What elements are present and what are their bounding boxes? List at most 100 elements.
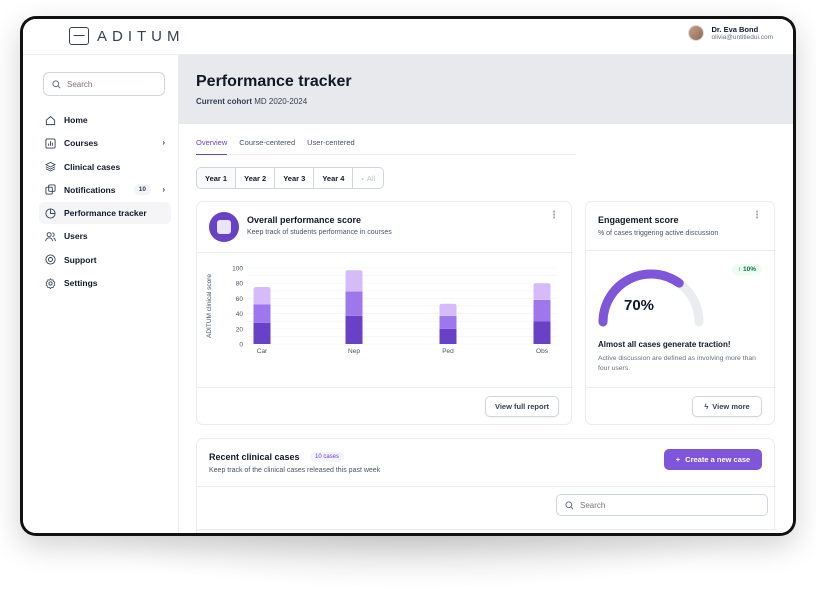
more-vertical-icon[interactable]: ⋮ bbox=[752, 210, 762, 221]
sidebar: Home Courses › Clinical cases Notifications 1… bbox=[23, 55, 179, 533]
page-header: Performance tracker Current cohort MD 20… bbox=[179, 55, 793, 124]
cases-table-header: CasesCase ratingCase completion rateAuth… bbox=[197, 529, 776, 533]
bar-segment bbox=[439, 303, 457, 316]
sidebar-item-label: Courses bbox=[64, 138, 99, 149]
users-icon bbox=[45, 231, 56, 242]
bar-segment bbox=[253, 304, 271, 323]
y-axis-label: ADITUM clinical score bbox=[206, 274, 213, 338]
search-input[interactable] bbox=[67, 79, 157, 89]
create-new-case-button[interactable]: + Create a new case bbox=[664, 449, 762, 470]
sidebar-item-label: Performance tracker bbox=[64, 208, 147, 219]
tab-overview[interactable]: Overview bbox=[196, 135, 228, 155]
sidebar-item-support[interactable]: Support bbox=[39, 249, 171, 271]
cases-count-badge: 10 cases bbox=[310, 452, 345, 462]
sidebar-item-home[interactable]: Home bbox=[39, 109, 171, 131]
engagement-title: Engagement score bbox=[598, 215, 679, 225]
user-email: olivia@untitledui.com bbox=[711, 34, 773, 41]
user-info: Dr. Eva Bond olivia@untitledui.com bbox=[711, 25, 773, 41]
y-tick-label: 0 bbox=[239, 342, 243, 349]
sidebar-item-label: Home bbox=[64, 115, 88, 125]
page-title: Performance tracker bbox=[196, 73, 352, 90]
chevron-right-icon: › bbox=[162, 184, 165, 194]
support-icon bbox=[45, 254, 56, 265]
view-tabs: Overview Course-centered User-centered bbox=[196, 135, 576, 155]
engagement-value: 70% bbox=[624, 297, 655, 314]
recent-cases-title: Recent clinical cases bbox=[209, 452, 300, 462]
sidebar-item-label: Support bbox=[64, 254, 97, 265]
y-tick-label: 40 bbox=[236, 311, 244, 318]
divider bbox=[197, 486, 776, 487]
year-filter-year-4[interactable]: Year 4 bbox=[314, 168, 354, 188]
layers-icon bbox=[45, 161, 56, 172]
cases-search-input[interactable] bbox=[580, 500, 760, 510]
year-label: Year 3 bbox=[283, 173, 306, 183]
top-bar: ADITUM Dr. Eva Bond olivia@untitledui.co… bbox=[23, 19, 793, 55]
performance-title: Overall performance score bbox=[247, 215, 362, 225]
chevron-right-icon: › bbox=[162, 138, 165, 148]
user-name: Dr. Eva Bond bbox=[711, 25, 759, 34]
more-vertical-icon[interactable]: ⋮ bbox=[549, 210, 559, 221]
view-more-button[interactable]: ϟ View more bbox=[692, 396, 762, 417]
divider bbox=[586, 250, 776, 251]
trend-badge: ↑ 10% bbox=[731, 264, 762, 275]
recent-cases-subtitle: Keep track of the clinical cases release… bbox=[209, 467, 381, 474]
sidebar-item-users[interactable]: Users bbox=[39, 225, 171, 247]
x-tick-label: Obs bbox=[536, 348, 549, 355]
year-filter-year-2[interactable]: Year 2 bbox=[236, 168, 276, 188]
x-tick-label: Car bbox=[257, 348, 268, 355]
bar-segment bbox=[533, 283, 551, 300]
user-menu[interactable]: Dr. Eva Bond olivia@untitledui.com bbox=[688, 25, 773, 41]
create-case-label: Create a new case bbox=[685, 455, 751, 464]
sidebar-item-label: Settings bbox=[64, 278, 98, 289]
home-icon bbox=[45, 115, 56, 126]
engagement-description: Active discussion are defined as involvi… bbox=[598, 355, 756, 372]
year-filter-year-3[interactable]: Year 3 bbox=[275, 168, 315, 188]
sidebar-item-settings[interactable]: Settings bbox=[39, 272, 171, 294]
bar-segment bbox=[253, 322, 271, 344]
avatar bbox=[688, 25, 705, 41]
sidebar-item-clinical-cases[interactable]: Clinical cases bbox=[39, 156, 171, 178]
arrow-up-icon: ↑ bbox=[737, 266, 742, 273]
sidebar-item-notifications[interactable]: Notifications 10 › bbox=[39, 179, 171, 201]
engagement-headline: Almost all cases generate traction! bbox=[598, 340, 731, 349]
divider bbox=[197, 252, 573, 253]
search-icon bbox=[565, 500, 574, 509]
tab-user-centered[interactable]: User-centered bbox=[307, 138, 355, 147]
view-more-label: View more bbox=[712, 402, 750, 411]
bar-chart-icon bbox=[45, 138, 56, 149]
bar-segment bbox=[439, 328, 457, 344]
logo[interactable]: ADITUM bbox=[69, 27, 185, 45]
performance-chart: 0 20 40 60 80 100 ADITUM clinical score Car Nep P… bbox=[206, 266, 557, 355]
pie-chart-icon bbox=[45, 208, 56, 219]
device-frame: ADITUM Dr. Eva Bond olivia@untitledui.co… bbox=[20, 16, 796, 536]
logo-text: ADITUM bbox=[97, 27, 185, 45]
x-tick-label: Nep bbox=[348, 348, 360, 355]
dot-icon: ● bbox=[361, 175, 364, 181]
y-tick-label: 100 bbox=[232, 266, 243, 273]
sidebar-item-label: Notifications bbox=[64, 184, 116, 195]
cohort-label: Current cohort bbox=[196, 97, 252, 106]
bar-segment bbox=[345, 315, 363, 344]
notification-count-badge: 10 bbox=[133, 183, 151, 195]
cohort-line: Current cohort MD 2020-2024 bbox=[196, 97, 307, 106]
search-icon bbox=[52, 79, 61, 88]
cases-search[interactable] bbox=[556, 494, 768, 516]
engagement-subtitle: % of cases triggering active discussion bbox=[598, 230, 719, 237]
performance-subtitle: Keep track of students performance in co… bbox=[247, 229, 392, 236]
year-filter-year-1[interactable]: Year 1 bbox=[197, 168, 237, 188]
year-filter-all[interactable]: ● All bbox=[353, 168, 383, 188]
sidebar-item-courses[interactable]: Courses › bbox=[39, 132, 171, 154]
bar-segment bbox=[439, 315, 457, 329]
sidebar-search[interactable] bbox=[43, 72, 165, 96]
tab-course-centered[interactable]: Course-centered bbox=[239, 138, 296, 147]
main-content: Performance tracker Current cohort MD 20… bbox=[179, 55, 793, 533]
view-full-report-button[interactable]: View full report bbox=[485, 396, 559, 417]
year-label: Year 1 bbox=[205, 173, 228, 183]
y-tick-label: 60 bbox=[236, 296, 244, 303]
x-tick-label: Ped bbox=[442, 348, 454, 355]
notifications-icon bbox=[45, 184, 56, 195]
y-tick-label: 80 bbox=[236, 281, 244, 288]
lightning-icon: ϟ bbox=[704, 402, 709, 411]
sidebar-item-performance-tracker[interactable]: Performance tracker bbox=[39, 202, 171, 225]
